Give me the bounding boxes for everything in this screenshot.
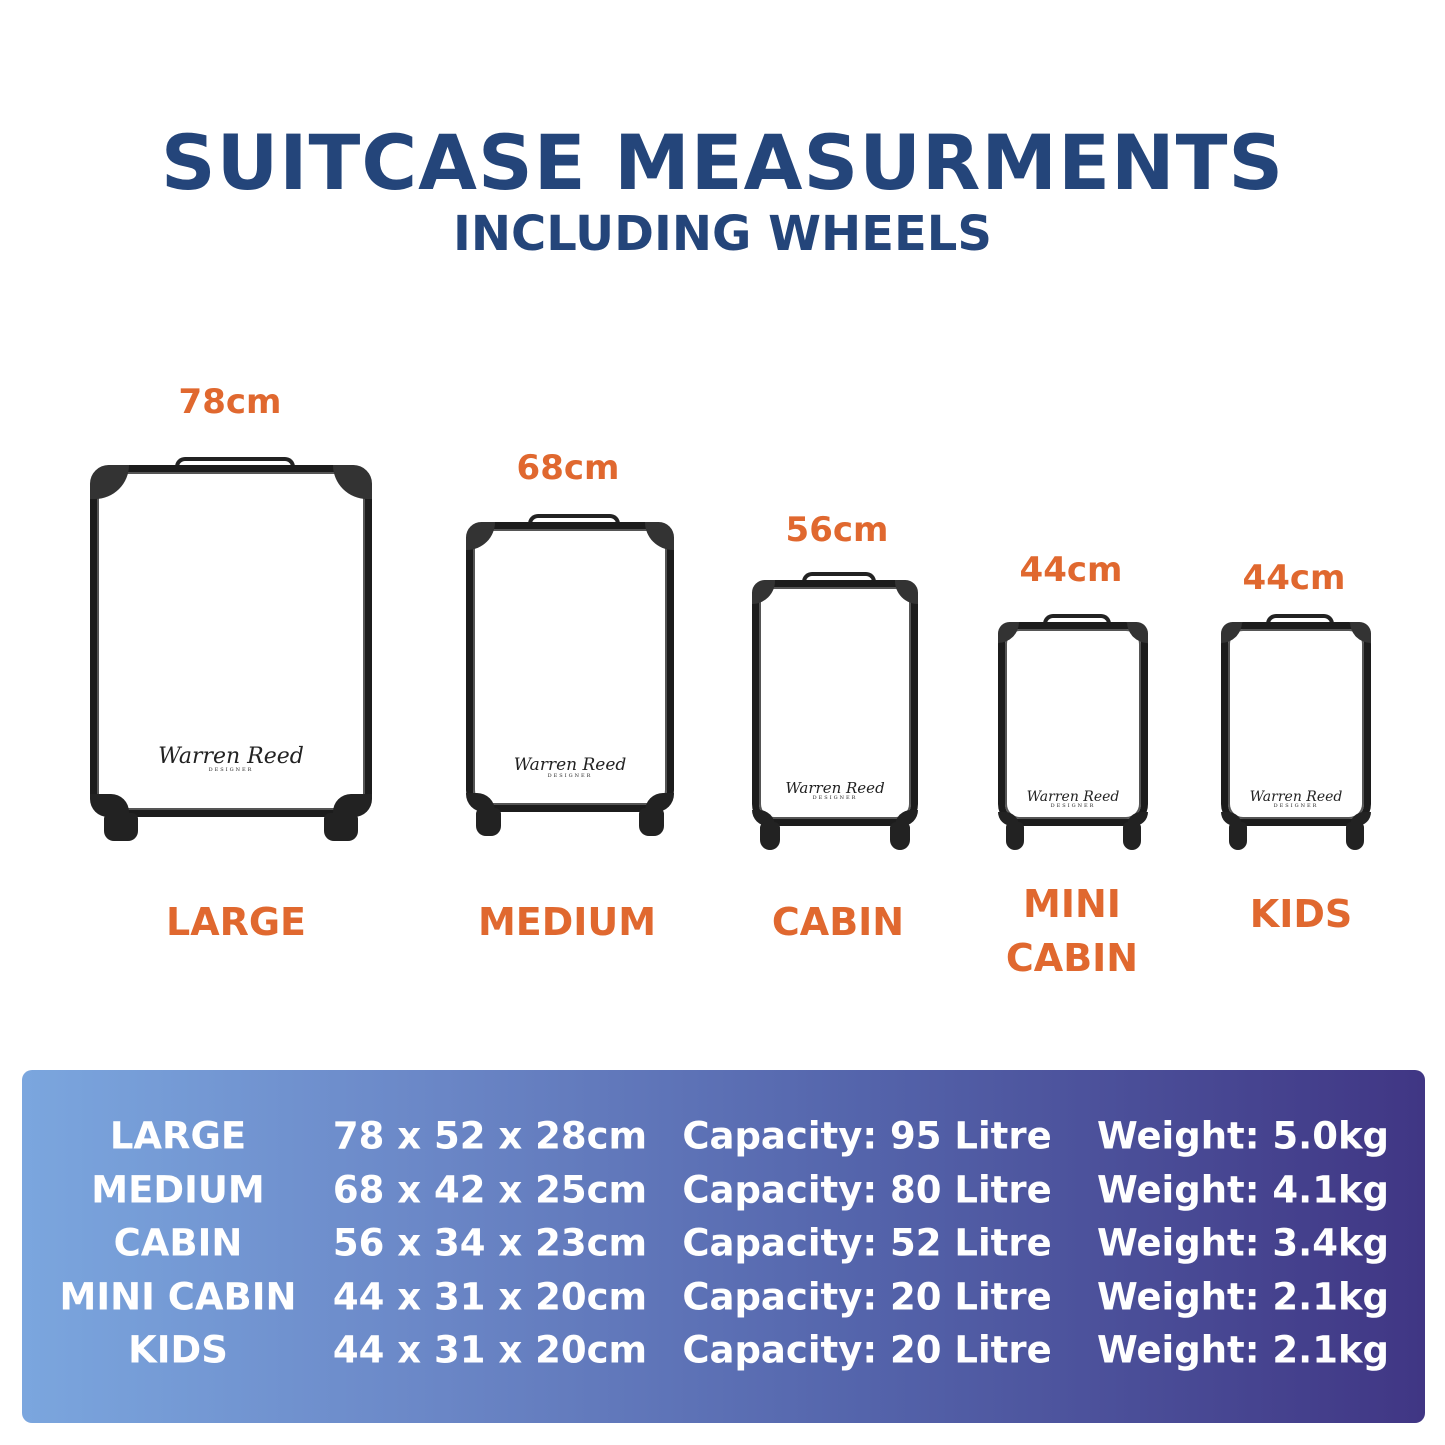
cell-weight: Weight: 3.4kg [1096, 1221, 1390, 1265]
cell-dimensions: 44 x 31 x 20cm [332, 1275, 648, 1319]
cell-capacity: Capacity: 52 Litre [682, 1221, 1052, 1265]
corner-guard [752, 809, 776, 826]
brand-logo: Warren Reed DESIGNER [90, 744, 372, 773]
cell-weight: Weight: 2.1kg [1096, 1275, 1390, 1319]
height-label: 44cm [1242, 558, 1346, 598]
page-subtitle: INCLUDING WHEELS [453, 206, 992, 262]
cell-dimensions: 78 x 52 x 28cm [332, 1114, 648, 1158]
suitcase-image: Warren Reed DESIGNER [1221, 614, 1371, 850]
cell-dimensions: 56 x 34 x 23cm [332, 1221, 648, 1265]
wheel-icon [1345, 822, 1364, 850]
suitcase-name: CABIN [771, 900, 905, 944]
cell-name: MEDIUM [91, 1168, 265, 1212]
cell-weight: Weight: 4.1kg [1096, 1168, 1390, 1212]
corner-guard [90, 794, 130, 817]
suitcase-body [752, 580, 918, 826]
brand-logo: Warren Reed DESIGNER [998, 789, 1148, 809]
corner-guard [894, 809, 918, 826]
suitcase-body [466, 522, 674, 812]
wheel-icon [889, 822, 910, 850]
brand-logo-subtext: DESIGNER [1273, 802, 1319, 809]
height-label: 68cm [516, 448, 620, 488]
brand-logo: Warren Reed DESIGNER [466, 755, 674, 779]
brand-logo-subtext: DESIGNER [547, 773, 593, 780]
wheel-icon [638, 808, 664, 836]
suitcase-body [90, 465, 372, 817]
cell-dimensions: 68 x 42 x 25cm [332, 1168, 648, 1212]
suitcase-image: Warren Reed DESIGNER [752, 572, 918, 850]
wheel-icon [324, 813, 358, 841]
cell-capacity: Capacity: 80 Litre [682, 1168, 1052, 1212]
wheel-icon [476, 808, 502, 836]
wheel-icon [1005, 822, 1024, 850]
height-label: 44cm [1019, 550, 1123, 590]
wheel-icon [760, 822, 781, 850]
suitcase-body [1221, 622, 1371, 826]
brand-logo-subtext: DESIGNER [208, 767, 254, 774]
suitcase-name: MINI CABIN [1005, 882, 1139, 980]
suitcase-image: Warren Reed DESIGNER [998, 614, 1148, 850]
brand-logo-subtext: DESIGNER [1050, 802, 1096, 809]
suitcase-image: Warren Reed DESIGNER [466, 514, 674, 836]
cell-capacity: Capacity: 20 Litre [682, 1328, 1052, 1372]
suitcase-image: Warren Reed DESIGNER [90, 457, 372, 841]
height-label: 56cm [785, 510, 889, 550]
brand-logo: Warren Reed DESIGNER [1221, 789, 1371, 809]
suitcase-name: KIDS [1249, 892, 1353, 936]
corner-guard [644, 793, 674, 812]
suitcase-body [998, 622, 1148, 826]
cell-capacity: Capacity: 95 Litre [682, 1114, 1052, 1158]
wheel-icon [104, 813, 138, 841]
corner-guard [466, 793, 496, 812]
wheel-icon [1228, 822, 1247, 850]
spec-table: LARGE 78 x 52 x 28cm Capacity: 95 Litre Wei… [22, 1070, 1425, 1423]
corner-guard [332, 794, 372, 817]
cell-weight: Weight: 5.0kg [1096, 1114, 1390, 1158]
cell-weight: Weight: 2.1kg [1096, 1328, 1390, 1372]
brand-logo-subtext: DESIGNER [812, 795, 858, 802]
cell-name: LARGE [109, 1114, 247, 1158]
cell-capacity: Capacity: 20 Litre [682, 1275, 1052, 1319]
page-title: SUITCASE MEASURMENTS [160, 118, 1285, 207]
cell-name: KIDS [128, 1328, 228, 1372]
brand-logo: Warren Reed DESIGNER [752, 779, 918, 801]
cell-name: CABIN [113, 1221, 243, 1265]
wheel-icon [1122, 822, 1141, 850]
height-label: 78cm [178, 382, 282, 422]
cell-name: MINI CABIN [59, 1275, 297, 1319]
suitcase-name: MEDIUM [477, 900, 657, 944]
cell-dimensions: 44 x 31 x 20cm [332, 1328, 648, 1372]
suitcase-name: LARGE [165, 900, 307, 944]
